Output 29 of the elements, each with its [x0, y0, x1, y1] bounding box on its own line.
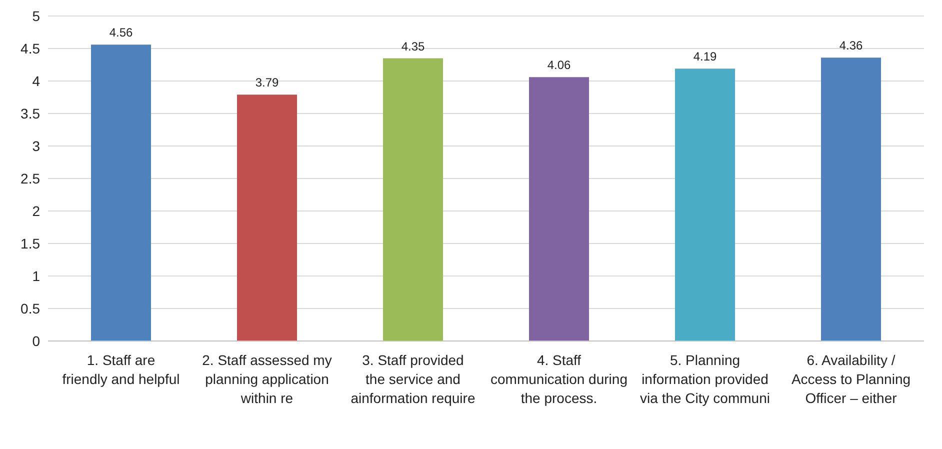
y-tick-label: 0.5: [20, 300, 40, 316]
bar: [237, 94, 297, 341]
y-tick-label: 1.5: [20, 235, 40, 252]
bar: [529, 77, 589, 341]
bar: [675, 68, 735, 341]
x-tick-label: 5. Planning information provided via the City communi: [640, 352, 770, 406]
y-tick-label: 3: [32, 138, 40, 154]
data-label: 4.36: [839, 38, 863, 53]
data-label: 4.35: [401, 39, 425, 54]
x-tick-label: 1. Staff are friendly and helpful: [62, 352, 180, 387]
y-tick-label: 2: [32, 202, 40, 219]
x-tick-label: 2. Staff assessed my planning application within re: [202, 352, 332, 406]
data-label: 4.06: [547, 58, 571, 72]
y-tick-label: 5: [32, 8, 40, 24]
data-label: 4.19: [693, 50, 717, 64]
x-tick-label: 4. Staff communication during the process.: [490, 352, 628, 406]
y-tick-label: 4.5: [20, 40, 40, 56]
y-tick-label: 0: [32, 332, 40, 349]
y-tick-label: 4: [32, 72, 40, 89]
x-tick-label: 3. Staff provided the service and ainformation require: [350, 352, 476, 406]
bar: [91, 44, 151, 341]
data-label: 4.56: [109, 26, 133, 40]
bar: [821, 58, 881, 341]
bar: [383, 58, 443, 341]
x-tick-label: 6. Availability / Access to Planning Officer – either: [791, 352, 911, 406]
y-tick-label: 2.5: [20, 170, 40, 186]
data-label: 3.79: [255, 76, 279, 90]
y-tick-label: 1: [32, 268, 40, 284]
y-tick-label: 3.5: [20, 105, 40, 122]
